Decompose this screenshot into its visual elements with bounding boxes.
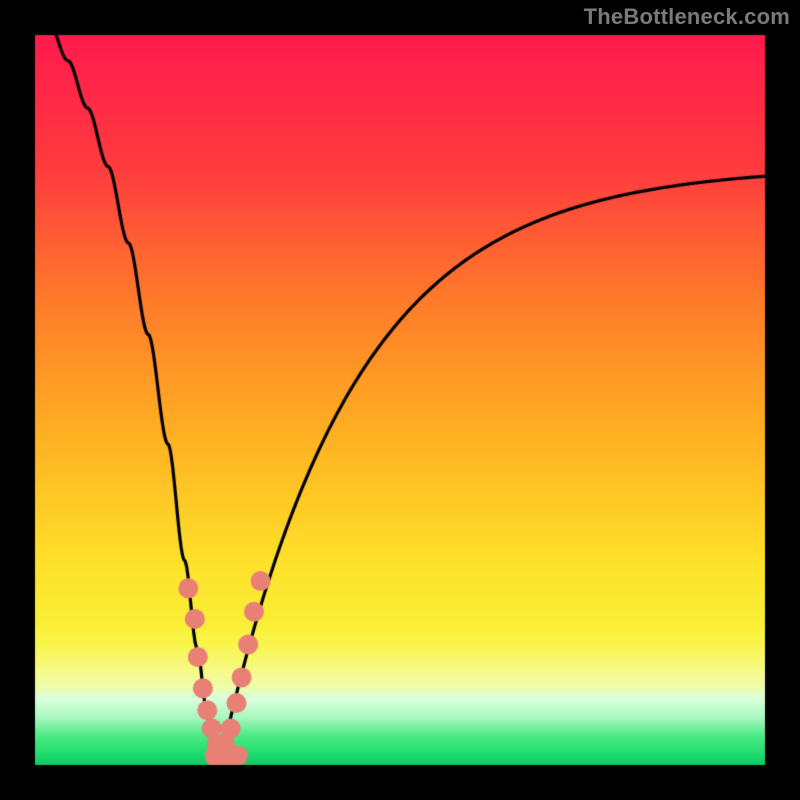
watermark-text: TheBottleneck.com bbox=[584, 4, 790, 30]
bottleneck-curve-canvas bbox=[0, 0, 800, 800]
chart-stage: TheBottleneck.com bbox=[0, 0, 800, 800]
